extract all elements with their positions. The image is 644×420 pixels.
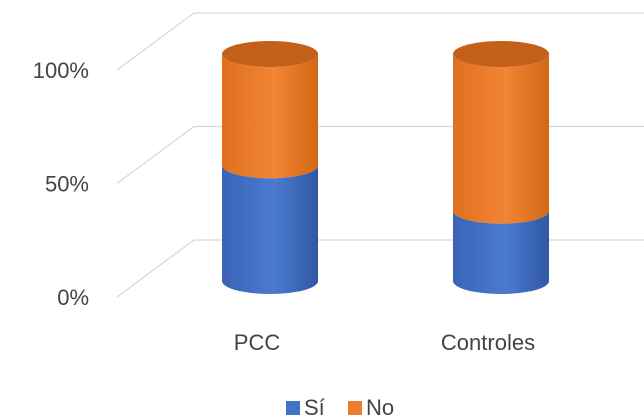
gridlines — [116, 12, 644, 298]
bar-si-pcc — [222, 165, 318, 294]
bar-no-pcc — [222, 54, 318, 179]
cylinder-top — [453, 41, 549, 67]
legend-swatch — [348, 401, 362, 415]
cylinder-pcc — [222, 41, 318, 294]
bars — [222, 41, 549, 294]
legend-label: No — [366, 395, 394, 420]
legend-swatch — [286, 401, 300, 415]
gridline-diagonal — [116, 12, 195, 71]
y-tick-label: 50% — [45, 172, 89, 197]
legend-label: Sí — [304, 395, 325, 420]
y-tick-label: 100% — [33, 58, 89, 83]
gridline-diagonal — [116, 239, 195, 298]
x-tick-label: Controles — [441, 330, 535, 355]
x-tick-label: PCC — [234, 330, 281, 355]
x-axis: PCC Controles — [234, 330, 535, 355]
y-axis: 0% 50% 100% — [33, 58, 89, 310]
cylinder-controles — [453, 41, 549, 294]
y-tick-label: 0% — [57, 285, 89, 310]
gridline-diagonal — [116, 125, 195, 185]
bar-no-controles — [453, 54, 549, 224]
cylinder-top — [222, 41, 318, 67]
legend: Sí No — [286, 395, 394, 420]
bar-si-controles — [453, 210, 549, 294]
